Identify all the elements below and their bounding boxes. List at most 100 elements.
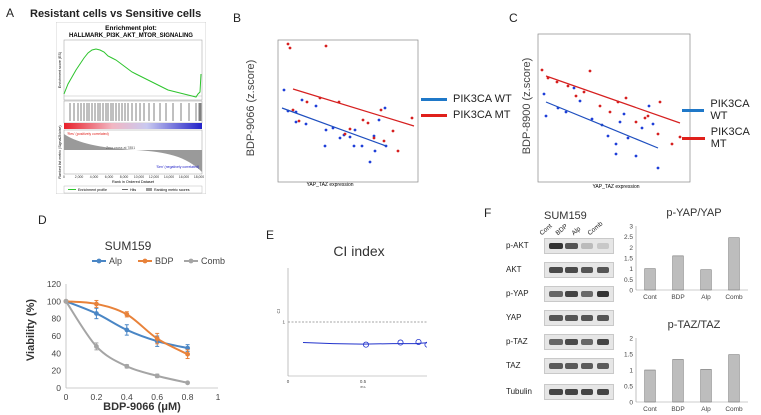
scatter-b-legend-wt: PIK3CA WT <box>453 93 512 105</box>
scatter-c-point-wt <box>614 142 618 146</box>
scatter-b-point-mt <box>291 108 295 112</box>
p-taz-ratio-bar <box>700 369 712 403</box>
scatter-c-point-wt <box>544 114 548 118</box>
p-taz-ratio-ytick-label: 0 <box>629 400 633 407</box>
blot-row-p-taz: p-TAZ <box>506 332 614 351</box>
panel-label-c: C <box>509 11 518 25</box>
gsea-plot-title-2: HALLMARK_PI3K_AKT_MTOR_SIGNALING <box>69 33 193 39</box>
p-taz-ratio-category-label: Alp <box>701 406 711 413</box>
gsea-neg-label: 'Sen' (negatively correlated) <box>156 165 199 169</box>
viability-ytick-label: 100 <box>47 296 61 306</box>
scatter-b-point-mt <box>348 127 352 131</box>
p-yap-ratio-chart: p-YAP/YAP 0 0.5 1 1.5 2 2.5 3 Cont BDP Alp Comb <box>624 207 748 301</box>
scatter-c-legend-wt: PIK3CA WT <box>710 98 749 122</box>
p-taz-ratio-ytick-label: 2 <box>629 336 633 343</box>
gsea-ylabel-top: Enrichment score (ES) <box>58 52 62 88</box>
p-yap-ratio-ytick-label: 3 <box>629 224 633 231</box>
panel-label-d: D <box>38 213 47 227</box>
scatter-c-point-mt <box>574 94 578 98</box>
scatter-c-point-wt <box>578 99 582 103</box>
blot-row-taz: TAZ <box>506 356 614 375</box>
scatter-b-point-wt <box>282 88 286 92</box>
p-yap-ratio-ytick-label: 2 <box>629 245 633 252</box>
gsea-legend-ranking: Ranking metric scores <box>154 188 190 192</box>
gsea-zero-label: Zero cross at 7851 <box>106 146 135 150</box>
gsea-xtick-label: 16,000 <box>179 175 189 179</box>
panel-label-b: B <box>233 11 242 25</box>
scatter-c-point-mt <box>656 132 660 136</box>
gsea-legend-enrichment: Enrichment profile <box>78 188 107 192</box>
enrichment-profile-line <box>63 48 202 98</box>
p-taz-ratio-category-label: Cont <box>643 406 657 413</box>
p-yap-ratio-category-label: BDP <box>671 294 684 301</box>
p-yap-ratio-bar <box>728 237 740 291</box>
viability-point-alp <box>185 345 191 351</box>
blot-row-yap: YAP <box>506 308 614 327</box>
scatter-c-point-wt <box>640 126 644 130</box>
p-yap-ratio-ytick-label: 0 <box>629 288 633 295</box>
scatter-c-point-mt <box>643 116 647 120</box>
p-taz-ratio-bars: 0 0.5 1 1.5 2 Cont BDP Alp Comb <box>624 336 748 413</box>
p-taz-ratio-ytick-label: 1.5 <box>624 352 633 359</box>
viability-legend: Alp BDP Comb <box>92 256 225 266</box>
scatter-c-point-mt <box>598 104 602 108</box>
viability-xtick-label: 0.8 <box>182 392 194 402</box>
viability-ytick-label: 120 <box>47 279 61 289</box>
scatter-c-point-wt <box>647 104 651 108</box>
blot-image <box>544 261 614 278</box>
ci-ytick-label: 1 <box>282 320 285 325</box>
viability-ylabel: Viability (%) <box>25 299 37 361</box>
viability-ytick-label: 60 <box>52 331 62 341</box>
scatter-b-point-mt <box>288 46 292 50</box>
blot-row-tubulin: Tubulin <box>506 382 614 401</box>
scatter-c-point-mt <box>670 142 674 146</box>
viability-axes: 0 20 40 60 80 100 120 0 0.2 0.4 0.6 0.8 1 <box>47 279 221 402</box>
scatter-b-point-mt <box>361 118 365 122</box>
scatter-b-point-wt <box>294 120 298 124</box>
gsea-plot-title-1: Enrichment plot: <box>105 25 157 32</box>
scatter-b-point-wt <box>348 135 352 139</box>
scatter-b-legend-mt-swatch <box>421 113 447 117</box>
viability-point-bdp <box>185 351 191 357</box>
scatter-b-point-mt <box>366 121 370 125</box>
scatter-b-point-mt <box>391 129 395 133</box>
p-yap-ratio-bar <box>700 269 712 291</box>
viability-ytick-label: 40 <box>52 348 62 358</box>
p-yap-ratio-category-label: Cont <box>643 294 657 301</box>
scatter-b-point-mt <box>382 139 386 143</box>
western-blot-title: SUM159 <box>544 210 587 222</box>
scatter-c-wt-trend <box>545 101 659 149</box>
gsea-pos-label: 'Res' (positively correlated) <box>67 132 109 136</box>
viability-xtick-label: 1 <box>216 392 221 402</box>
ci-axes: 100.51CIFa <box>276 268 427 388</box>
blot-image <box>544 237 614 254</box>
ci-plot <box>302 338 427 348</box>
p-taz-ratio-bar <box>644 369 656 403</box>
scatter-c-point-mt <box>678 135 682 139</box>
scatter-b-point-wt <box>377 118 381 122</box>
viability-point-comb <box>185 380 191 386</box>
ci-title: CI index <box>333 243 384 259</box>
panel-label-f: F <box>484 206 492 220</box>
scatter-c-point-wt <box>606 134 610 138</box>
scatter-b: BDP-9066 (z.score) YAP_TAZ expression <box>245 39 419 188</box>
scatter-c-point-wt <box>614 152 618 156</box>
blot-image <box>544 383 614 400</box>
blot-label: p-AKT <box>506 241 529 250</box>
viability-xtick-label: 0 <box>64 392 69 402</box>
blot-label: Tubulin <box>506 387 532 396</box>
panel-a-title: Resistant cells vs Sensitive cells <box>30 8 202 20</box>
p-yap-ratio-bar <box>644 268 656 291</box>
scatter-c-legend-mt: PIK3CA MT <box>710 126 750 150</box>
gsea-xtick-label: 8,000 <box>120 175 129 179</box>
gsea-hit-bars <box>69 103 202 121</box>
scatter-b-point-wt <box>373 149 377 153</box>
blot-row-p-yap: p-YAP <box>506 284 614 303</box>
blot-label: YAP <box>506 313 522 322</box>
scatter-c-mt-trend <box>545 75 681 124</box>
scatter-c-point-wt <box>622 112 626 116</box>
viability-xlabel: BDP-9066 (μM) <box>103 401 181 413</box>
scatter-c-point-wt <box>626 136 630 140</box>
scatter-c-xlabel: YAP_TAZ expression <box>592 184 639 190</box>
scatter-b-point-wt <box>352 144 356 148</box>
